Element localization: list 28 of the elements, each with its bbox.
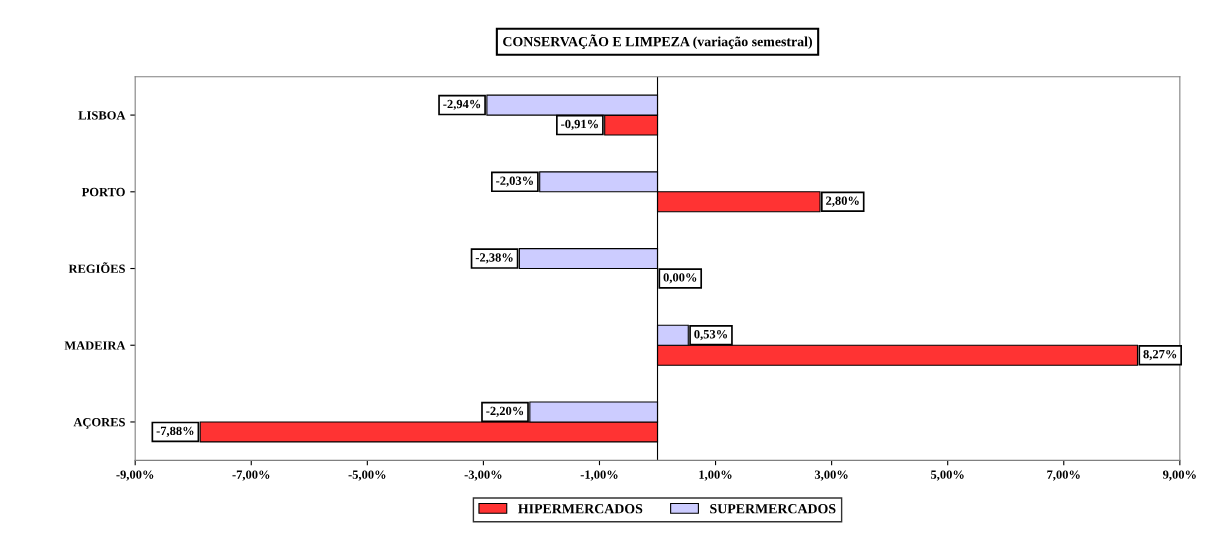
data-label: -2,94% xyxy=(443,99,481,111)
x-tick-label: 3,00% xyxy=(814,470,848,481)
data-label: 0,00% xyxy=(663,273,697,284)
y-tick-label: AÇORES xyxy=(73,418,125,429)
data-label: -7,88% xyxy=(156,426,194,437)
y-tick-label: LISBOA xyxy=(78,111,126,120)
y-tick-label: PORTO xyxy=(81,187,125,197)
x-tick-label: -9,00% xyxy=(116,470,154,481)
data-label: 0,53% xyxy=(694,329,728,341)
legend-label: SUPERMERCADOS xyxy=(710,504,836,514)
x-tick-label: -3,00% xyxy=(464,470,502,481)
x-tick-label: 9,00% xyxy=(1162,470,1196,481)
data-label: -0,91% xyxy=(561,119,598,130)
x-tick-label: 7,00% xyxy=(1047,470,1080,481)
x-tick-label: 1,00% xyxy=(699,470,732,481)
y-tick-label: REGIÕES xyxy=(68,262,125,273)
legend-label: HIPERMERCADOS xyxy=(518,504,643,514)
data-label: -2,20% xyxy=(486,406,524,417)
x-tick-label: -5,00% xyxy=(348,470,386,481)
data-label: -2,38% xyxy=(475,253,513,264)
y-tick-label: MADEIRA xyxy=(64,341,126,350)
data-label: 2,80% xyxy=(826,196,859,207)
data-label: -2,03% xyxy=(496,176,533,187)
data-label: 8,27% xyxy=(1143,349,1177,361)
x-tick-label: -1,00% xyxy=(580,470,618,481)
x-tick-label: 5,00% xyxy=(931,470,964,481)
chart-title: CONSERVAÇÃO E LIMPEZA (variação semestral) xyxy=(503,34,812,50)
x-tick-label: -7,00% xyxy=(232,470,270,481)
